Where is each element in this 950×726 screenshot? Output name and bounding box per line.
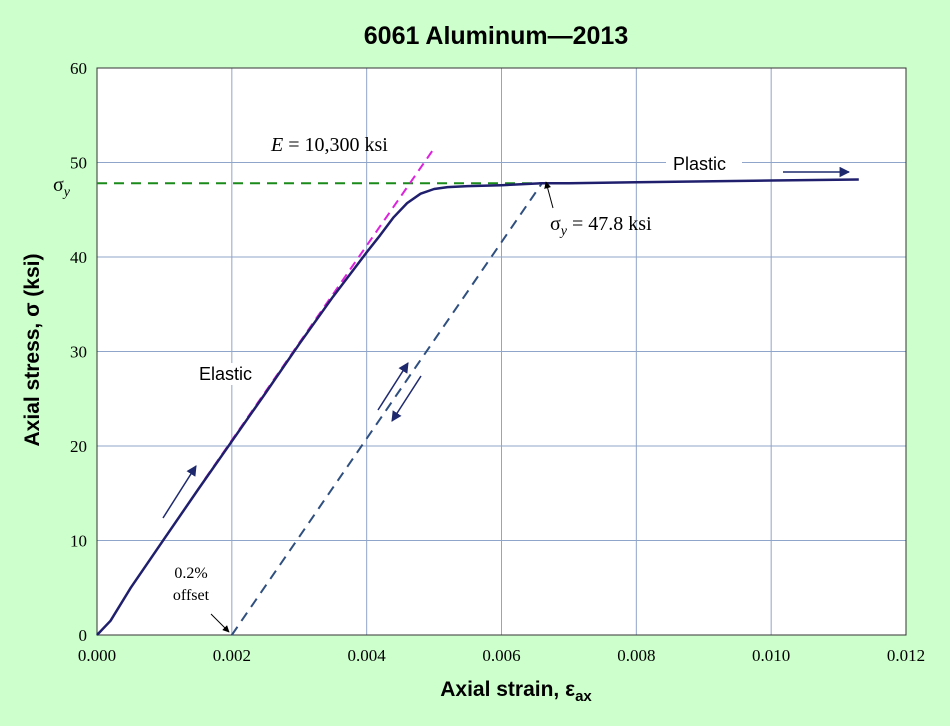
x-tick-label: 0.008 [617, 646, 655, 665]
modulus-value: = 10,300 ksi [283, 134, 388, 156]
x-axis-title: Axial strain, εax [440, 678, 592, 705]
x-tick-label: 0.004 [348, 646, 387, 665]
stress-strain-curve [96, 178, 859, 636]
offset-pointer-arrow [210, 613, 230, 633]
x-axis-title-sub: ax [575, 688, 592, 705]
chart-title: 6061 Aluminum—2013 [364, 22, 628, 50]
x-tick-labels: 0.000 0.002 0.004 0.006 0.008 0.010 0.012 [78, 646, 925, 665]
offset-label-bg [164, 561, 220, 607]
sigma-y-subscript: y [62, 185, 71, 200]
sigma-y-symbol: σ [53, 174, 64, 196]
y-tick-label: 40 [70, 248, 87, 267]
y-tick-label: 30 [70, 343, 87, 362]
x-tick-label: 0.000 [78, 646, 116, 665]
y-tick-labels: 0 10 20 30 40 50 60 [70, 59, 87, 645]
elastic-label: Elastic [199, 364, 252, 384]
series-group [96, 147, 859, 636]
plastic-label: Plastic [673, 154, 726, 174]
reload-arrow [377, 362, 409, 411]
x-tick-label: 0.012 [887, 646, 925, 665]
offset-label-line2: offset [173, 587, 210, 604]
x-tick-label: 0.010 [752, 646, 790, 665]
loading-arrow [162, 465, 197, 519]
yield-value-subscript: y [559, 224, 568, 239]
sigma-y-axis-label: σy [53, 174, 71, 200]
unload-arrow [391, 375, 422, 422]
yield-value-text: = 47.8 ksi [567, 213, 652, 235]
plot-border [96, 67, 907, 636]
yield-value-symbol: σ [550, 213, 561, 235]
offset-label-line1: 0.2% [174, 565, 207, 582]
elastic-label-bg [195, 363, 263, 385]
plastic-label-bg [666, 152, 742, 176]
yield-value-annotation: σy = 47.8 ksi [550, 213, 652, 239]
y-tick-label: 0 [79, 626, 88, 645]
y-tick-label: 50 [70, 154, 87, 173]
x-axis-title-text: Axial strain, ε [440, 678, 575, 701]
modulus-var: E [270, 134, 283, 156]
y-tick-label: 20 [70, 437, 87, 456]
modulus-annotation: E = 10,300 ksi [270, 134, 388, 156]
x-tick-label: 0.002 [213, 646, 251, 665]
offset-line [230, 182, 543, 636]
x-tick-label: 0.006 [482, 646, 520, 665]
y-tick-label: 10 [70, 532, 87, 551]
y-tick-label: 60 [70, 59, 87, 78]
y-axis-title: Axial stress, σ (ksi) [21, 254, 44, 447]
yield-pointer-arrow [544, 181, 554, 209]
